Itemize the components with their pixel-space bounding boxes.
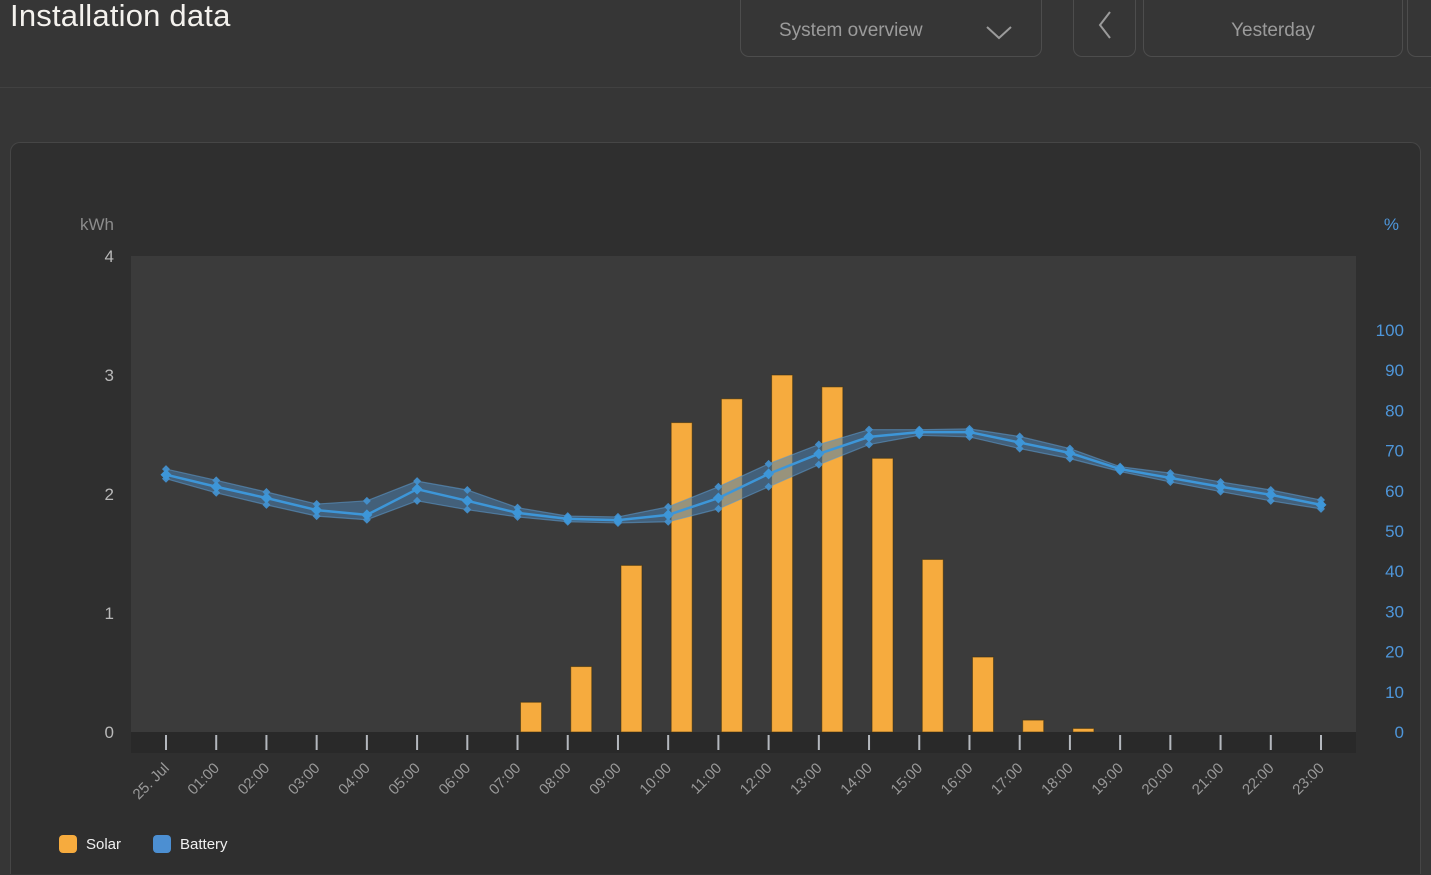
svg-text:2: 2 [105, 485, 114, 504]
period-label: Yesterday [1231, 20, 1315, 41]
svg-text:21:00: 21:00 [1189, 760, 1228, 799]
svg-text:20:00: 20:00 [1139, 760, 1178, 799]
legend-label-solar: Solar [86, 835, 122, 853]
svg-text:06:00: 06:00 [436, 760, 475, 799]
view-selector-dropdown[interactable]: System overview [740, 0, 1042, 57]
left-axis: 0 1 2 3 4 kWh [80, 215, 114, 742]
svg-text:12:00: 12:00 [737, 760, 776, 799]
legend-item-solar[interactable]: Solar [59, 835, 121, 853]
left-axis-unit: kWh [80, 215, 114, 234]
svg-text:15:00: 15:00 [888, 760, 927, 799]
svg-text:100: 100 [1376, 321, 1404, 340]
svg-text:30: 30 [1385, 602, 1404, 621]
svg-text:14:00: 14:00 [837, 760, 876, 799]
header-divider [0, 87, 1431, 88]
svg-text:11:00: 11:00 [687, 760, 725, 798]
chevron-left-icon [1097, 10, 1113, 40]
svg-text:90: 90 [1385, 361, 1404, 380]
legend-label-battery: Battery [180, 835, 228, 853]
svg-text:80: 80 [1385, 401, 1404, 420]
svg-text:40: 40 [1385, 562, 1404, 581]
legend-item-battery[interactable]: Battery [153, 835, 228, 853]
svg-text:0: 0 [105, 723, 114, 742]
svg-text:17:00: 17:00 [988, 760, 1027, 799]
installation-data-chart-card: 25. Jul 01:00 02:00 03:00 04:00 05:00 06:00 07:… [10, 142, 1421, 874]
svg-text:09:00: 09:00 [586, 760, 625, 799]
view-selector-label: System overview [779, 20, 923, 41]
battery-swatch [153, 835, 172, 853]
svg-text:50: 50 [1385, 522, 1404, 541]
right-axis-unit: % [1384, 215, 1399, 234]
svg-text:02:00: 02:00 [235, 760, 274, 799]
svg-text:1: 1 [105, 604, 114, 623]
svg-text:10: 10 [1385, 683, 1404, 702]
svg-text:3: 3 [105, 366, 114, 385]
chart-canvas: 25. Jul 01:00 02:00 03:00 04:00 05:00 06:00 07:… [80, 215, 1404, 803]
page-title: Installation data [10, 0, 231, 33]
svg-text:70: 70 [1385, 442, 1404, 461]
svg-text:10:00: 10:00 [636, 760, 675, 799]
svg-text:25. Jul: 25. Jul [130, 760, 173, 803]
svg-text:18:00: 18:00 [1038, 760, 1077, 799]
right-axis: 0 10 20 30 40 50 60 70 80 90 100% [1376, 215, 1404, 742]
svg-text:60: 60 [1385, 482, 1404, 501]
svg-text:22:00: 22:00 [1239, 760, 1278, 799]
chart-legend: Solar Battery [59, 835, 228, 853]
svg-text:03:00: 03:00 [285, 760, 324, 799]
svg-text:0: 0 [1395, 723, 1404, 742]
svg-text:05:00: 05:00 [385, 760, 424, 799]
svg-text:04:00: 04:00 [335, 760, 374, 799]
solar-swatch [59, 835, 77, 853]
previous-period-button[interactable] [1073, 0, 1136, 57]
svg-text:13:00: 13:00 [787, 760, 826, 799]
svg-text:01:00: 01:00 [184, 760, 223, 799]
svg-text:23:00: 23:00 [1289, 760, 1328, 799]
svg-text:16:00: 16:00 [938, 760, 977, 799]
svg-text:4: 4 [105, 247, 114, 266]
svg-text:07:00: 07:00 [486, 760, 525, 799]
next-period-button[interactable] [1407, 0, 1431, 57]
svg-text:08:00: 08:00 [536, 760, 575, 799]
battery-avg-line[interactable] [160, 426, 1327, 526]
period-selector-button[interactable]: Yesterday [1143, 0, 1403, 57]
chevron-down-icon [985, 25, 1013, 40]
svg-text:19:00: 19:00 [1088, 760, 1127, 799]
svg-text:20: 20 [1385, 643, 1404, 662]
